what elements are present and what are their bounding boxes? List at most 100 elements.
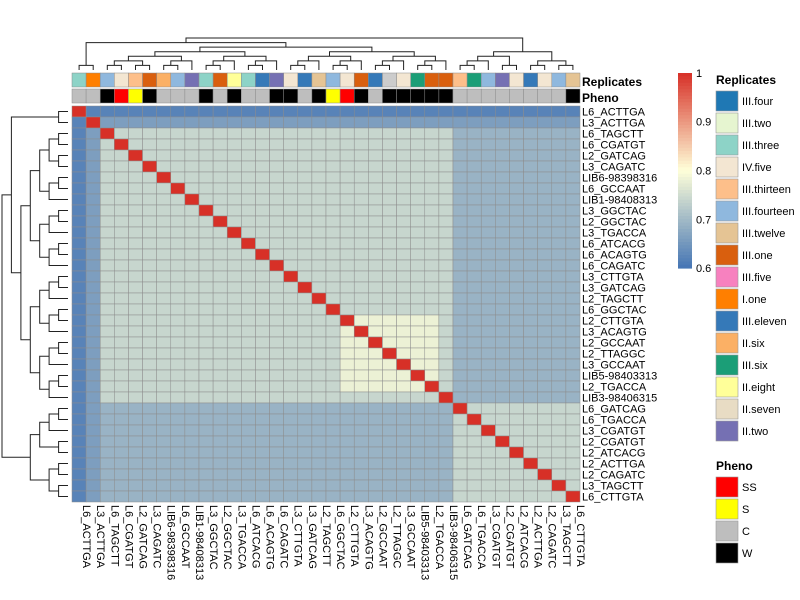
heatmap-cell (551, 259, 567, 272)
heatmap-cell (226, 380, 242, 393)
heatmap-cell (495, 248, 510, 261)
heatmap-cell (128, 336, 143, 349)
heatmap-cell (452, 182, 468, 195)
heatmap-cell (170, 237, 186, 250)
heatmap-cell (495, 479, 510, 492)
pheno-annotation-cell (339, 88, 355, 104)
pheno-legend-label: S (742, 504, 749, 516)
heatmap-cell (85, 149, 101, 162)
heatmap-cell (565, 259, 581, 272)
heatmap-cell (85, 160, 101, 173)
heatmap-cell (537, 149, 553, 162)
heatmap-cell (551, 138, 567, 151)
heatmap-cell (156, 402, 172, 415)
heatmap-cell (480, 435, 496, 448)
heatmap-cell (438, 259, 454, 272)
heatmap-cell (396, 248, 411, 261)
heatmap-cell (226, 248, 242, 261)
heatmap-cell (114, 215, 129, 228)
heatmap-cell (523, 204, 538, 217)
heatmap-cell (410, 281, 426, 294)
heatmap-cell (269, 457, 284, 470)
heatmap-cell (410, 105, 426, 118)
heatmap-cell (156, 105, 172, 118)
heatmap-cell (198, 325, 214, 338)
heatmap-cell (480, 490, 496, 503)
heatmap-cell (438, 171, 454, 184)
heatmap-cell (170, 182, 186, 195)
color-scale-step (678, 86, 692, 90)
heatmap-cell (114, 380, 129, 393)
replicate-annotation-cell (452, 72, 468, 88)
heatmap-cell (99, 281, 115, 294)
heatmap-cell (212, 369, 228, 382)
heatmap-cell (480, 314, 496, 327)
heatmap-cell (198, 182, 214, 195)
heatmap-cell (452, 402, 468, 415)
heatmap-cell (382, 105, 397, 118)
heatmap-cell (255, 281, 270, 294)
heatmap-cell (170, 226, 186, 239)
heatmap-cell (85, 270, 101, 283)
dendrogram-branch (113, 60, 144, 66)
color-scale-step (678, 261, 692, 266)
color-scale-step (678, 108, 692, 113)
heatmap-cell (353, 402, 369, 415)
heatmap-cell (424, 490, 440, 503)
heatmap-cell (184, 182, 200, 195)
heatmap-cell (410, 336, 426, 349)
dendrogram-branch (381, 60, 405, 70)
heatmap-cell (353, 259, 369, 272)
heatmap-cell (311, 248, 327, 261)
pheno-annotation-cell (424, 88, 440, 104)
heatmap-cell (537, 248, 553, 261)
heatmap-cell (495, 435, 510, 448)
heatmap-cell (382, 138, 397, 151)
heatmap-cell (255, 380, 270, 393)
heatmap-cell (410, 182, 426, 195)
heatmap-cell (537, 160, 553, 173)
pheno-annotation-cell (480, 88, 496, 104)
heatmap-cell (255, 237, 270, 250)
heatmap-cell (71, 468, 87, 481)
heatmap-cell (551, 149, 567, 162)
dendrogram-branch (154, 51, 246, 57)
heatmap-cell (170, 303, 186, 316)
heatmap-cell (353, 116, 369, 129)
heatmap-cell (466, 171, 482, 184)
heatmap-cell (523, 127, 538, 140)
heatmap-cell (99, 303, 115, 316)
heatmap-cell (198, 226, 214, 239)
heatmap-cell (339, 138, 355, 151)
heatmap-cell (156, 380, 172, 393)
heatmap-cell (184, 424, 200, 437)
heatmap-cell (71, 413, 87, 426)
heatmap-cell (523, 358, 538, 371)
heatmap-cell (156, 182, 172, 195)
heatmap-cell (424, 391, 440, 404)
heatmap-cell (339, 413, 355, 426)
heatmap-cell (156, 391, 172, 404)
heatmap-cell (410, 391, 426, 404)
heatmap-cell (170, 369, 186, 382)
color-scale-step (678, 180, 692, 185)
row-label: LIB5-98403313 (582, 371, 657, 383)
heatmap-cell (99, 380, 115, 393)
color-scale-step (678, 157, 692, 162)
heatmap-cell (114, 336, 129, 349)
dendrogram-branch (417, 64, 433, 70)
color-scale-step (678, 209, 692, 214)
heatmap-cell (170, 380, 186, 393)
dendrogram-branch (78, 64, 94, 70)
heatmap-cell (410, 468, 426, 481)
heatmap-cell (368, 171, 383, 184)
dendrogram-branch (558, 64, 574, 70)
heatmap-cell (452, 303, 468, 316)
heatmap-cell (128, 446, 143, 459)
heatmap-cell (85, 281, 101, 294)
heatmap-cell (551, 435, 567, 448)
heatmap-cell (184, 435, 200, 448)
heatmap-cell (382, 468, 397, 481)
heatmap-cell (495, 358, 510, 371)
heatmap-cell (438, 193, 454, 206)
